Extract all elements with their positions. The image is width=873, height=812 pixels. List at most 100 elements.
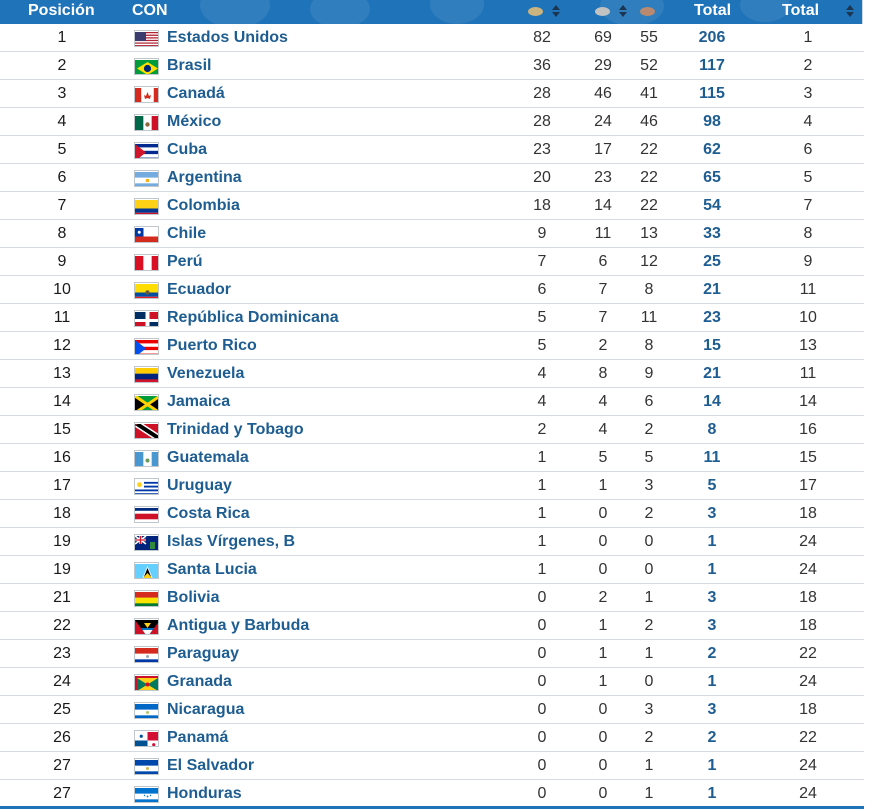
country-link[interactable]: Antigua y Barbuda xyxy=(167,617,310,634)
silver-count: 23 xyxy=(594,169,612,186)
silver-count: 0 xyxy=(598,505,608,522)
total-count: 21 xyxy=(703,365,721,382)
country-link[interactable]: Venezuela xyxy=(167,365,245,382)
column-header-country[interactable]: CON xyxy=(132,2,168,19)
row-position: 18 xyxy=(53,505,71,522)
total-rank: 15 xyxy=(799,449,817,466)
row-position: 1 xyxy=(57,29,67,46)
silver-medal-icon xyxy=(595,7,610,16)
table-row: 16 Guatemala 1 5 5 11 15 xyxy=(0,444,864,472)
country-link[interactable]: Perú xyxy=(167,253,203,270)
country-link[interactable]: Canadá xyxy=(167,85,225,102)
sort-icon[interactable] xyxy=(619,5,627,18)
country-link[interactable]: México xyxy=(167,113,222,130)
total-count: 2 xyxy=(707,645,717,662)
country-link[interactable]: Bolivia xyxy=(167,589,220,606)
country-link[interactable]: Argentina xyxy=(167,169,242,186)
country-link[interactable]: Islas Vírgenes, B xyxy=(167,533,296,550)
country-link[interactable]: Paraguay xyxy=(167,645,240,662)
row-position: 12 xyxy=(53,337,71,354)
header-decoration xyxy=(740,0,790,22)
country-link[interactable]: Puerto Rico xyxy=(167,337,257,354)
total-count: 3 xyxy=(707,589,717,606)
country-link[interactable]: Honduras xyxy=(167,785,242,802)
table-row: 11 República Dominicana 5 7 11 23 10 xyxy=(0,304,864,332)
row-position: 14 xyxy=(53,393,71,410)
row-position: 9 xyxy=(57,253,67,270)
mex-flag-icon xyxy=(134,114,159,131)
silver-count: 1 xyxy=(598,645,608,662)
silver-count: 1 xyxy=(598,477,608,494)
gold-count: 0 xyxy=(537,589,547,606)
country-link[interactable]: Nicaragua xyxy=(167,701,245,718)
table-row: 2 Brasil 36 29 52 117 2 xyxy=(0,52,864,80)
row-position: 15 xyxy=(53,421,71,438)
total-rank: 3 xyxy=(803,85,813,102)
row-position: 8 xyxy=(57,225,67,242)
gold-count: 82 xyxy=(533,29,551,46)
country-link[interactable]: Estados Unidos xyxy=(167,29,288,46)
row-position: 17 xyxy=(53,477,71,494)
ant-flag-icon xyxy=(134,618,159,635)
bronze-count: 52 xyxy=(640,57,658,74)
total-count: 21 xyxy=(703,281,721,298)
gold-count: 1 xyxy=(537,477,547,494)
row-position: 13 xyxy=(53,365,71,382)
gold-count: 1 xyxy=(537,533,547,550)
gold-count: 28 xyxy=(533,85,551,102)
gold-count: 0 xyxy=(537,701,547,718)
total-rank: 24 xyxy=(799,673,817,690)
total-rank: 11 xyxy=(799,365,817,382)
column-header-rank-total[interactable]: Total xyxy=(782,2,820,19)
gold-count: 0 xyxy=(537,673,547,690)
total-count: 3 xyxy=(707,701,717,718)
column-header-total[interactable]: Total xyxy=(694,2,732,19)
gua-flag-icon xyxy=(134,450,159,467)
column-header-position[interactable]: Posición xyxy=(28,2,95,19)
bronze-count: 22 xyxy=(640,197,658,214)
total-rank: 18 xyxy=(799,617,817,634)
country-link[interactable]: Guatemala xyxy=(167,449,249,466)
country-link[interactable]: Uruguay xyxy=(167,477,232,494)
header-decoration xyxy=(200,0,270,24)
country-link[interactable]: Cuba xyxy=(167,141,207,158)
bronze-count: 9 xyxy=(644,365,654,382)
country-link[interactable]: Jamaica xyxy=(167,393,231,410)
chi-flag-icon xyxy=(134,226,159,243)
table-row: 8 Chile 9 11 13 33 8 xyxy=(0,220,864,248)
country-link[interactable]: Colombia xyxy=(167,197,240,214)
sort-icon[interactable] xyxy=(846,5,854,18)
sort-icon[interactable] xyxy=(552,5,560,18)
country-link[interactable]: Trinidad y Tobago xyxy=(167,421,304,438)
country-link[interactable]: Santa Lucia xyxy=(167,561,257,578)
total-rank: 18 xyxy=(799,701,817,718)
total-rank: 14 xyxy=(799,393,817,410)
country-link[interactable]: Costa Rica xyxy=(167,505,250,522)
total-count: 23 xyxy=(703,309,721,326)
bronze-count: 3 xyxy=(644,701,654,718)
country-link[interactable]: Chile xyxy=(167,225,207,242)
silver-count: 4 xyxy=(598,393,608,410)
row-position: 7 xyxy=(57,197,67,214)
divider xyxy=(862,0,863,24)
table-row: 26 Panamá 0 0 2 2 22 xyxy=(0,724,864,752)
country-link[interactable]: Panamá xyxy=(167,729,229,746)
row-position: 5 xyxy=(57,141,67,158)
country-link[interactable]: El Salvador xyxy=(167,757,255,774)
table-header: Posición CON Total Total xyxy=(0,0,862,24)
country-link[interactable]: Brasil xyxy=(167,57,212,74)
total-count: 117 xyxy=(699,57,725,74)
country-link[interactable]: Granada xyxy=(167,673,232,690)
row-position: 19 xyxy=(53,561,71,578)
uru-flag-icon xyxy=(134,478,159,495)
country-link[interactable]: Ecuador xyxy=(167,281,232,298)
total-count: 1 xyxy=(707,533,717,550)
bronze-count: 2 xyxy=(644,617,654,634)
col-flag-icon xyxy=(134,198,159,215)
table-row: 22 Antigua y Barbuda 0 1 2 3 18 xyxy=(0,612,864,640)
total-rank: 24 xyxy=(799,533,817,550)
total-rank: 7 xyxy=(803,197,813,214)
silver-count: 0 xyxy=(598,561,608,578)
country-link[interactable]: República Dominicana xyxy=(167,309,339,326)
total-rank: 1 xyxy=(803,29,813,46)
